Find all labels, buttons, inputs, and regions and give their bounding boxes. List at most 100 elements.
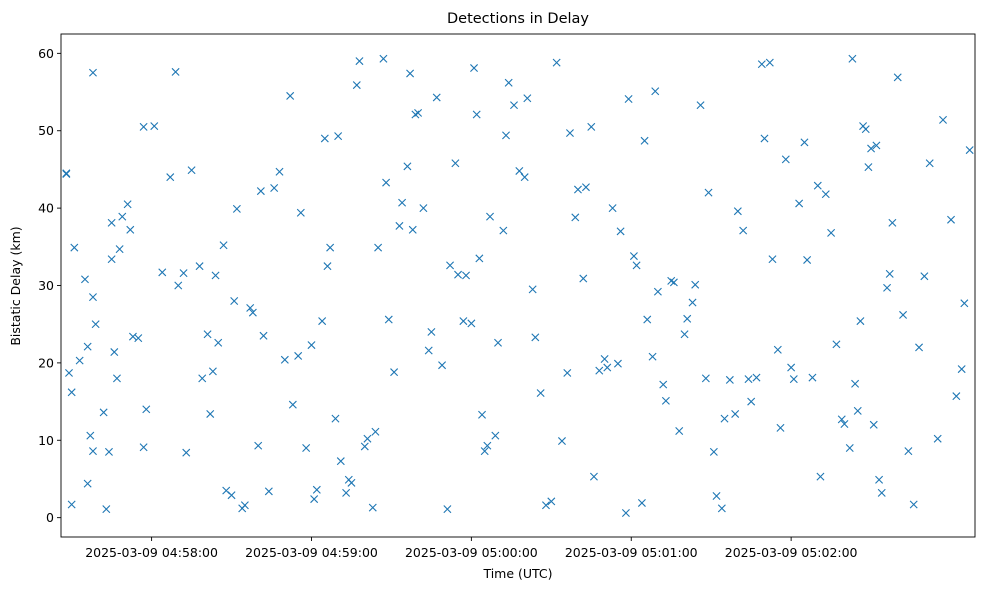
data-point [565, 129, 574, 138]
data-point [384, 315, 393, 324]
plot-area [60, 33, 976, 538]
data-point [893, 73, 902, 82]
data-point [808, 373, 817, 382]
data-point [725, 375, 734, 384]
data-point [88, 68, 97, 77]
data-point [821, 190, 830, 199]
data-point [624, 95, 633, 103]
y-tick-label: 40 [38, 201, 54, 216]
data-point [259, 331, 268, 340]
data-point [589, 472, 598, 481]
data-point [342, 488, 351, 497]
data-point [336, 457, 345, 466]
data-point [629, 252, 638, 261]
data-point [102, 505, 111, 514]
data-point [528, 285, 537, 294]
x-tick-label: 2025-03-09 05:02:00 [725, 545, 858, 560]
chart-title: Detections in Delay [447, 11, 589, 27]
data-point [885, 269, 894, 278]
data-point [768, 255, 777, 264]
data-point [86, 431, 95, 440]
data-point [470, 64, 479, 73]
data-point [795, 199, 804, 208]
data-point [483, 441, 492, 450]
data-point [613, 359, 622, 368]
data-point [733, 207, 742, 216]
data-point [302, 444, 311, 452]
x-tick-label: 2025-03-09 04:58:00 [85, 545, 218, 560]
data-point [371, 427, 380, 436]
data-point [683, 314, 692, 323]
data-point [803, 255, 812, 264]
data-point [717, 504, 726, 513]
data-point [403, 162, 412, 171]
data-point [139, 443, 148, 452]
data-point [246, 303, 255, 312]
data-point [861, 125, 870, 134]
data-point [659, 380, 668, 389]
data-point [960, 299, 969, 308]
data-point [595, 366, 604, 375]
data-point [621, 509, 630, 517]
data-point [669, 278, 678, 287]
data-point [832, 340, 841, 349]
data-point [275, 167, 284, 176]
data-point [360, 442, 369, 451]
data-point [933, 434, 942, 443]
data-point [939, 115, 948, 124]
data-point [158, 268, 167, 277]
data-point [637, 498, 646, 507]
data-point [587, 122, 596, 131]
data-point [118, 212, 127, 221]
data-point [307, 341, 316, 350]
data-point [187, 166, 196, 175]
data-point [510, 101, 518, 110]
data-point [840, 420, 849, 429]
data-point [747, 397, 756, 406]
data-point [915, 343, 924, 352]
data-point [70, 243, 79, 252]
data-point [467, 319, 476, 328]
data-point [99, 408, 108, 417]
data-point [581, 183, 590, 192]
data-point [920, 272, 929, 281]
data-point [382, 178, 391, 187]
data-point [112, 374, 121, 383]
data-point [208, 367, 217, 376]
data-point [888, 218, 897, 227]
data-point [851, 379, 860, 388]
data-point [486, 212, 495, 221]
data-point [875, 475, 884, 484]
data-point [952, 392, 961, 401]
data-point [107, 255, 116, 264]
x-tick-label: 2025-03-09 05:01:00 [565, 545, 698, 560]
data-point [765, 58, 774, 67]
data-point [853, 406, 862, 415]
data-point [925, 159, 934, 168]
x-tick-label: 2025-03-09 04:59:00 [245, 545, 378, 560]
data-point [347, 478, 356, 487]
data-point [552, 58, 561, 67]
data-point [368, 503, 377, 512]
data-point [491, 431, 500, 440]
data-point [355, 57, 364, 66]
data-point [776, 423, 785, 432]
data-point [182, 448, 191, 457]
data-point [75, 356, 84, 365]
data-point [438, 361, 447, 370]
data-point [813, 181, 822, 190]
data-point [827, 228, 836, 237]
data-point [573, 185, 582, 194]
y-tick-label: 30 [38, 278, 54, 293]
data-point [83, 342, 92, 351]
data-point [62, 169, 71, 178]
data-point [110, 348, 119, 357]
x-axis-label: Time (UTC) [482, 566, 552, 581]
data-point [227, 491, 236, 500]
y-tick-label: 20 [38, 355, 54, 370]
data-point [675, 426, 684, 435]
data-point [739, 226, 748, 235]
data-point [443, 505, 452, 514]
data-point [536, 389, 545, 398]
data-point [166, 173, 175, 182]
